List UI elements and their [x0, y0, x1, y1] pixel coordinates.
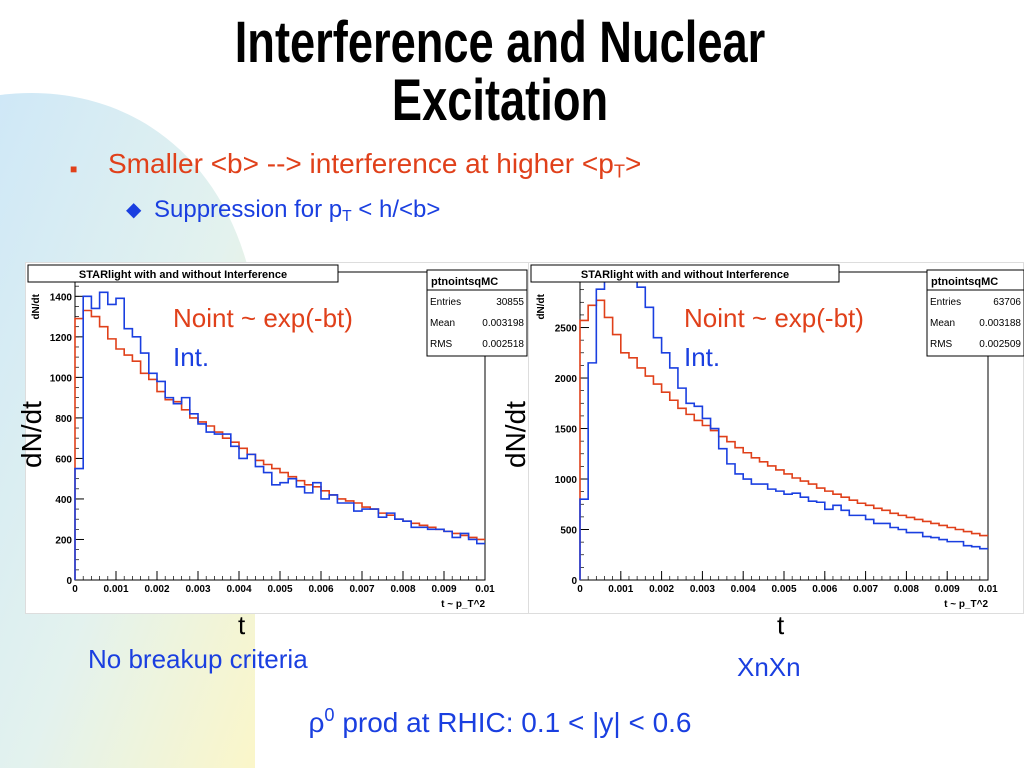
- x-tick-label: 0.007: [349, 584, 374, 595]
- x-tick-label: 0.007: [853, 584, 878, 595]
- slide-title-line1: Interference and Nuclear: [234, 10, 766, 75]
- stats-key: Mean: [930, 318, 955, 329]
- y-axis-title: dN/dt: [31, 293, 42, 319]
- footer-line: ρ0 prod at RHIC: 0.1 < |y| < 0.6: [0, 705, 1000, 739]
- right-legend-noint: Noint ~ exp(-bt): [684, 303, 864, 333]
- x-tick-label: 0.002: [649, 584, 674, 595]
- stats-value: 0.003198: [482, 318, 524, 329]
- stats-key: Entries: [430, 297, 461, 308]
- y-tick-label: 0: [571, 576, 577, 587]
- x-axis-title: t ~ p_T^2: [944, 599, 988, 610]
- bullet2-text-b: < h/<b>: [351, 196, 441, 223]
- left-caption: No breakup criteria: [88, 644, 308, 674]
- x-tick-label: 0.008: [894, 584, 919, 595]
- x-tick-label: 0.009: [935, 584, 960, 595]
- x-tick-label: 0: [577, 584, 583, 595]
- chart-title: STARlight with and without Interference: [581, 269, 789, 281]
- stats-box: [426, 269, 528, 357]
- stats-value: 0.002509: [979, 339, 1021, 350]
- histogram-series: [579, 299, 988, 580]
- bullet2-text-a: Suppression for p: [154, 196, 343, 223]
- x-tick-label: 0.009: [431, 584, 456, 595]
- square-bullet-icon: ■: [70, 162, 78, 176]
- y-tick-label: 1400: [50, 292, 73, 303]
- stats-name: ptnointsqMC: [931, 276, 998, 288]
- right-histogram-plot: 05001000150020002500300000.0010.0020.003…: [528, 262, 1024, 614]
- y-tick-label: 800: [55, 414, 72, 425]
- left-side-ylabel: dN/dt: [16, 401, 47, 468]
- histogram-series: [74, 309, 485, 580]
- y-tick-label: 1200: [50, 333, 73, 344]
- y-tick-label: 1000: [50, 373, 73, 384]
- histogram-series: [579, 271, 988, 580]
- y-tick-label: 500: [560, 526, 577, 537]
- x-tick-label: 0.006: [308, 584, 333, 595]
- x-tick-label: 0.001: [103, 584, 128, 595]
- stats-name: ptnointsqMC: [431, 276, 498, 288]
- slide-title-line2: Excitation: [391, 68, 609, 133]
- chart-title-box: [530, 264, 840, 283]
- x-tick-label: 0.01: [475, 584, 495, 595]
- y-tick-label: 200: [55, 535, 72, 546]
- x-axis-title: t ~ p_T^2: [441, 599, 485, 610]
- x-tick-label: 0.01: [978, 584, 998, 595]
- bullet1-text-b: >: [624, 148, 642, 179]
- y-tick-label: 0: [66, 576, 72, 587]
- right-side-ylabel: dN/dt: [500, 401, 531, 468]
- chart-title-box: [27, 264, 339, 283]
- x-tick-label: 0.003: [690, 584, 715, 595]
- y-tick-label: 2000: [555, 374, 578, 385]
- bullet1-subscript: T: [613, 161, 625, 182]
- x-tick-label: 0.005: [771, 584, 796, 595]
- histogram-series: [74, 291, 485, 580]
- x-tick-label: 0.005: [267, 584, 292, 595]
- y-tick-label: 400: [55, 495, 72, 506]
- stats-value: 0.002518: [482, 339, 524, 350]
- bullet1-text-a: Smaller <b> --> interference at higher <…: [108, 148, 614, 179]
- footer-text: prod at RHIC: 0.1 < |y| < 0.6: [334, 706, 692, 738]
- x-tick-label: 0.006: [812, 584, 837, 595]
- bullet-level2-text: Suppression for pT < h/<b>: [154, 196, 440, 226]
- y-tick-label: 2500: [555, 324, 578, 335]
- stats-box: [926, 269, 1024, 357]
- stats-key: Mean: [430, 318, 455, 329]
- stats-key: Entries: [930, 297, 961, 308]
- y-tick-label: 1500: [555, 425, 578, 436]
- x-tick-label: 0.001: [608, 584, 633, 595]
- right-legend-int: Int.: [684, 342, 721, 372]
- x-tick-label: 0.004: [226, 584, 251, 595]
- x-tick-label: 0.008: [390, 584, 415, 595]
- left-legend-noint: Noint ~ exp(-bt): [173, 303, 353, 333]
- footer-superscript: 0: [324, 705, 335, 725]
- stats-value: 0.003188: [979, 318, 1021, 329]
- x-tick-label: 0.002: [144, 584, 169, 595]
- stats-value: 30855: [496, 297, 524, 308]
- y-tick-label: 1000: [555, 475, 578, 486]
- right-below-xlabel: t: [777, 610, 785, 640]
- stats-key: RMS: [930, 339, 953, 350]
- slide-title: Interference and Nuclear Excitation: [110, 14, 890, 130]
- right-caption: XnXn: [737, 652, 801, 682]
- bullet2-subscript: T: [342, 207, 352, 225]
- y-axis-title: dN/dt: [536, 293, 547, 319]
- stats-value: 63706: [993, 297, 1021, 308]
- diamond-bullet-icon: ◆: [126, 199, 142, 221]
- stats-key: RMS: [430, 339, 453, 350]
- left-legend-int: Int.: [173, 342, 210, 372]
- x-tick-label: 0: [72, 584, 78, 595]
- left-below-xlabel: t: [238, 610, 246, 640]
- x-tick-label: 0.004: [731, 584, 756, 595]
- left-histogram-plot: 0 200 400 600 800 1000 1200 1400 0 0.001 0.002 0.00…: [25, 262, 530, 614]
- footer-greek: ρ: [308, 706, 325, 738]
- chart-title: STARlight with and without Interference: [79, 269, 287, 281]
- y-tick-label: 600: [55, 454, 72, 465]
- bullet-level1-text: Smaller <b> --> interference at higher <…: [108, 148, 641, 183]
- x-tick-label: 0.003: [185, 584, 210, 595]
